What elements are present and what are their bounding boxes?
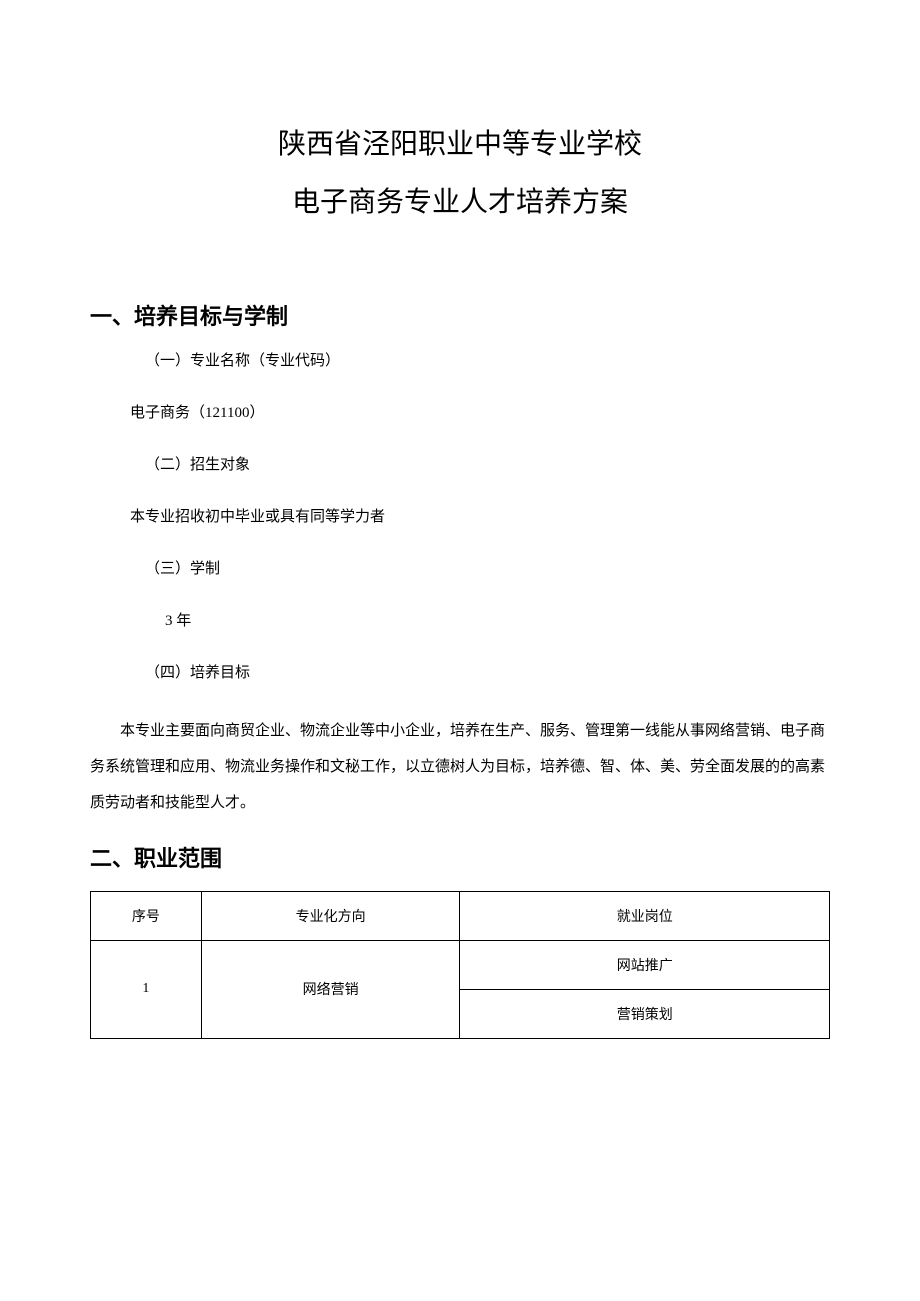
section-1-item-3-label: （三）学制 [145,557,830,581]
table-cell-direction: 网络营销 [201,940,460,1038]
section-1-item-3-content: 3 年 [165,609,830,633]
section-1-item-1-label: （一）专业名称（专业代码） [145,349,830,373]
career-scope-table: 序号 专业化方向 就业岗位 1 网络营销 网站推广 营销策划 [90,891,830,1039]
section-1-item-2-content: 本专业招收初中毕业或具有同等学力者 [130,505,830,529]
document-title: 陕西省泾阳职业中等专业学校 [90,120,830,170]
table-header-row: 序号 专业化方向 就业岗位 [91,891,830,940]
section-1-item-4-label: （四）培养目标 [145,661,830,685]
table-header-seq: 序号 [91,891,202,940]
section-1-item-2-label: （二）招生对象 [145,453,830,477]
table-header-position: 就业岗位 [460,891,830,940]
table-cell-seq: 1 [91,940,202,1038]
section-1-item-1-content: 电子商务（121100） [130,401,830,425]
section-1-item-4-content: 本专业主要面向商贸企业、物流企业等中小企业，培养在生产、服务、管理第一线能从事网… [90,713,830,821]
section-1-heading: 一、培养目标与学制 [90,299,830,331]
document-subtitle: 电子商务专业人才培养方案 [90,178,830,228]
table-row: 1 网络营销 网站推广 [91,940,830,989]
table-header-direction: 专业化方向 [201,891,460,940]
table-cell-position: 网站推广 [460,940,830,989]
table-cell-position: 营销策划 [460,989,830,1038]
section-2-heading: 二、职业范围 [90,841,830,873]
